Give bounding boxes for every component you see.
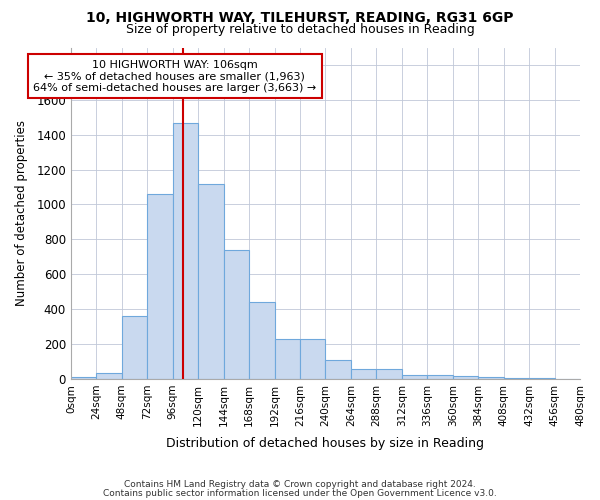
Bar [249,302,275,379]
Bar [122,316,148,379]
Y-axis label: Number of detached properties: Number of detached properties [15,120,28,306]
Bar [503,378,529,379]
Bar [300,339,325,379]
Bar [198,184,224,379]
Text: 10, HIGHWORTH WAY, TILEHURST, READING, RG31 6GP: 10, HIGHWORTH WAY, TILEHURST, READING, R… [86,11,514,25]
Bar [224,250,249,379]
Bar [478,377,503,379]
X-axis label: Distribution of detached houses by size in Reading: Distribution of detached houses by size … [166,437,484,450]
Bar [529,378,554,379]
Bar [325,360,351,379]
Text: Contains public sector information licensed under the Open Government Licence v3: Contains public sector information licen… [103,488,497,498]
Bar [427,376,453,379]
Bar [351,370,376,379]
Bar [275,339,300,379]
Bar [71,377,97,379]
Bar [402,376,427,379]
Bar [148,194,173,379]
Bar [173,122,198,379]
Text: Contains HM Land Registry data © Crown copyright and database right 2024.: Contains HM Land Registry data © Crown c… [124,480,476,489]
Bar [453,376,478,379]
Text: Size of property relative to detached houses in Reading: Size of property relative to detached ho… [125,22,475,36]
Bar [97,373,122,379]
Text: 10 HIGHWORTH WAY: 106sqm
← 35% of detached houses are smaller (1,963)
64% of sem: 10 HIGHWORTH WAY: 106sqm ← 35% of detach… [33,60,317,93]
Bar [376,370,402,379]
